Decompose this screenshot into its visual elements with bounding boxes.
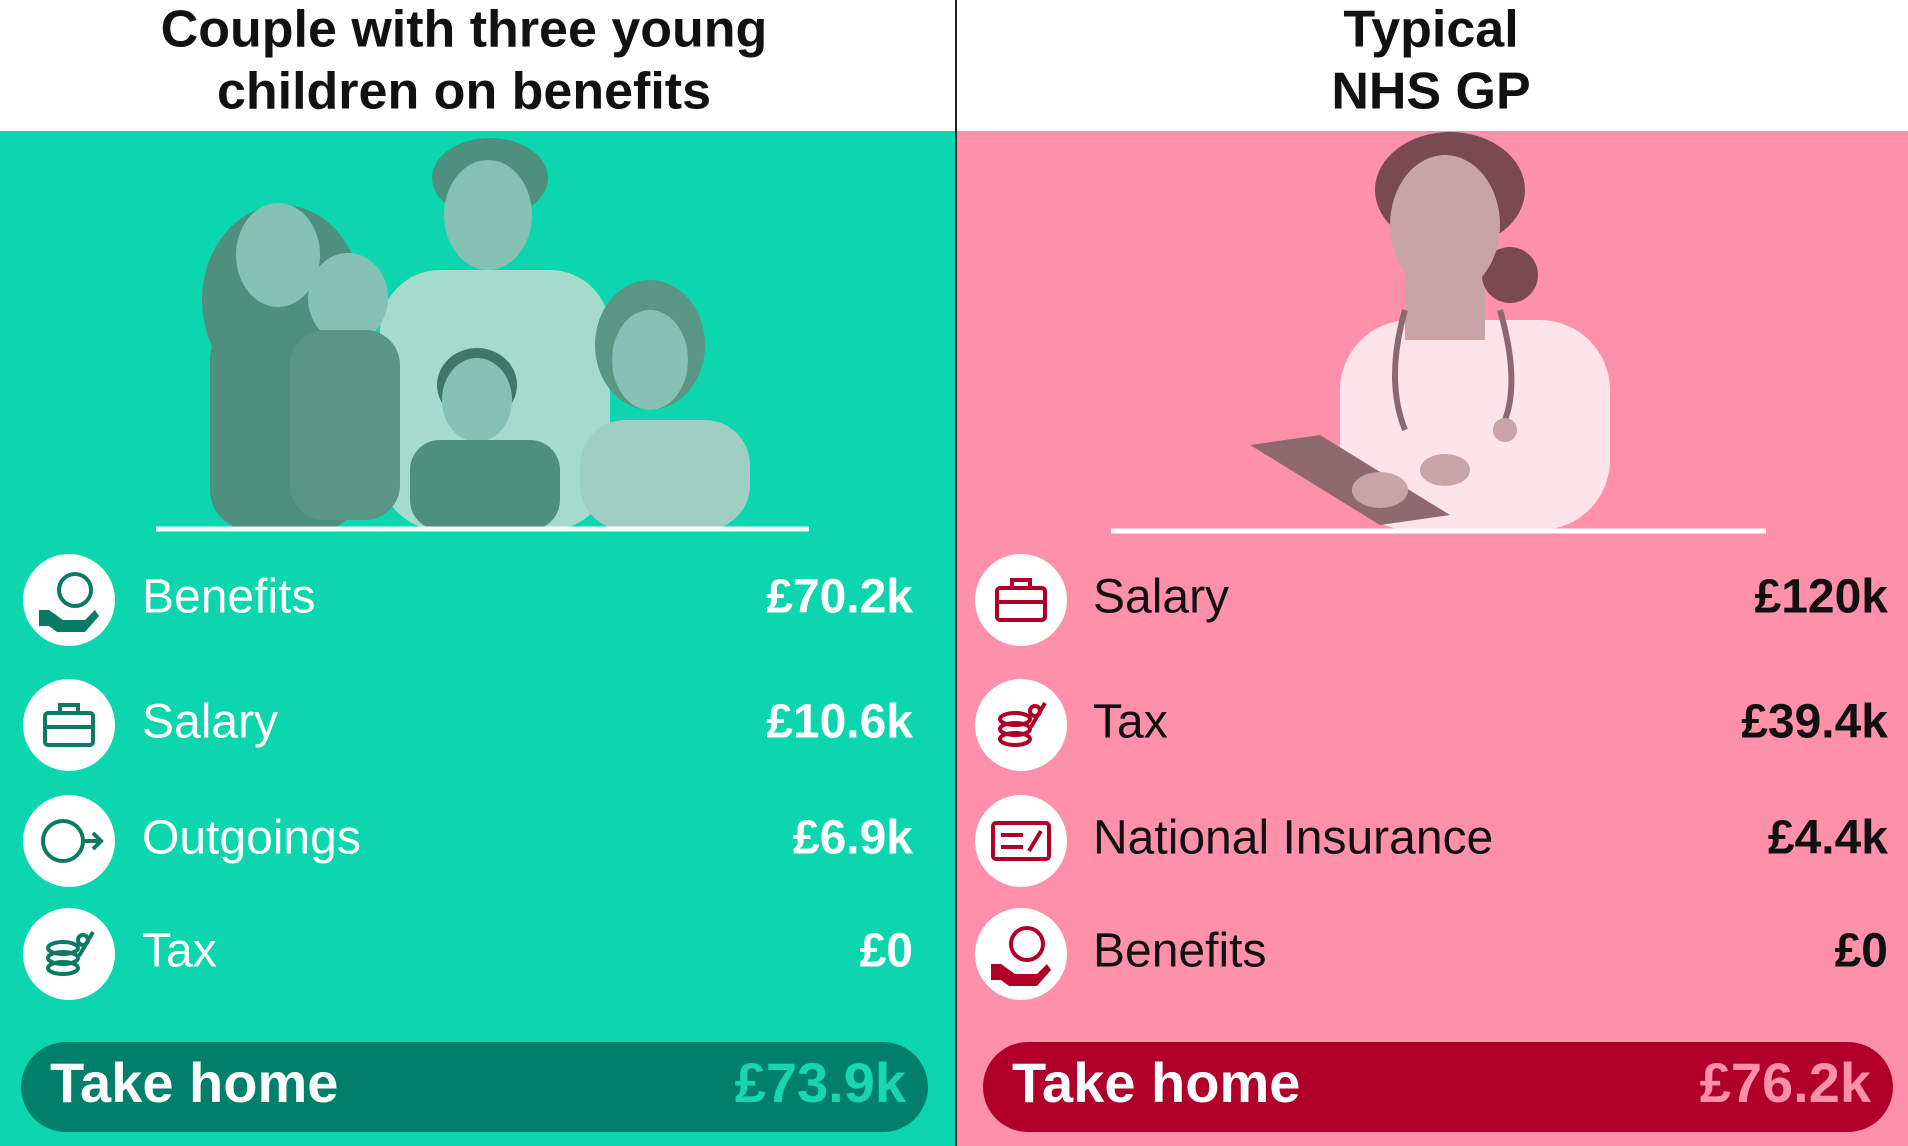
take-home-label: Take home [50, 1051, 338, 1114]
row-value: £6.9k [793, 812, 913, 865]
take-home-value: £76.2k [1700, 1051, 1872, 1114]
icon-shape [991, 821, 1051, 861]
icon-shape [991, 964, 1051, 986]
row-value: £120k [1755, 571, 1889, 624]
row-icon [23, 908, 115, 1000]
take-home-value: £73.9k [735, 1051, 907, 1114]
row-icon [23, 795, 115, 887]
icon-shape [39, 610, 99, 632]
panel-title: Couple with three young [161, 1, 768, 59]
row-icon [975, 554, 1067, 646]
row-value: £0 [1835, 925, 1888, 978]
icon-circle [975, 795, 1067, 887]
icon-shape [1029, 701, 1047, 729]
row-icon [23, 679, 115, 771]
take-home-bar [983, 1042, 1893, 1132]
icon-circle [23, 795, 115, 887]
icon-circle [975, 908, 1067, 1000]
row-icon [975, 908, 1067, 1000]
icon-shape [58, 703, 80, 715]
row-icon [23, 554, 115, 646]
icon-shape [77, 930, 95, 958]
icon-shape [1010, 578, 1032, 590]
row-label: Salary [1093, 571, 1229, 624]
panel-title: children on benefits [217, 63, 711, 121]
icon-shape [998, 711, 1032, 727]
row-label: Outgoings [142, 812, 361, 865]
take-home-bar [21, 1042, 928, 1132]
row-label: Tax [1093, 696, 1168, 749]
panel-title: NHS GP [1331, 63, 1530, 121]
row-icon [975, 795, 1067, 887]
icon-shape [57, 572, 93, 608]
row-label: Salary [142, 696, 278, 749]
take-home-label: Take home [1012, 1051, 1300, 1114]
row-icon [975, 679, 1067, 771]
row-value: £10.6k [766, 696, 913, 749]
icon-shape [1027, 829, 1043, 853]
panel-title: Typical [1343, 1, 1518, 59]
row-value: £70.2k [766, 571, 913, 624]
row-label: Benefits [1093, 925, 1266, 978]
icon-shape [83, 831, 104, 851]
icon-circle [23, 554, 115, 646]
row-label: Tax [142, 925, 217, 978]
row-label: National Insurance [1093, 812, 1493, 865]
row-value: £0 [860, 925, 913, 978]
icon-shape [46, 940, 80, 956]
row-value: £39.4k [1741, 696, 1888, 749]
row-value: £4.4k [1768, 812, 1888, 865]
icon-shape [1009, 926, 1045, 962]
row-label: Benefits [142, 571, 315, 624]
family-illustration [156, 138, 809, 532]
doctor-illustration [1111, 132, 1766, 534]
